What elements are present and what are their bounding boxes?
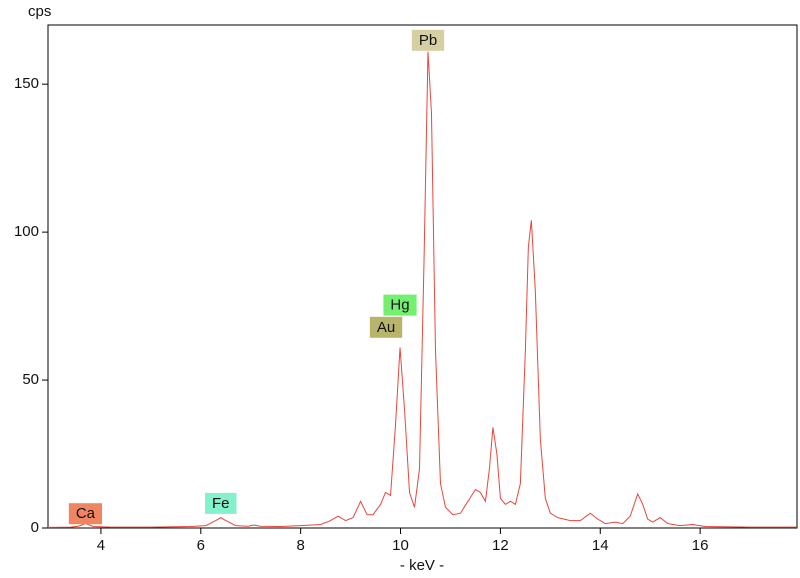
element-label-text: Fe	[212, 495, 230, 512]
x-tick-label: 4	[97, 537, 105, 554]
y-unit-label: cps	[28, 3, 51, 20]
element-label-box	[68, 503, 103, 525]
y-tick-label: 50	[22, 371, 39, 388]
element-label-text: Hg	[390, 297, 409, 314]
y-tick-label: 150	[14, 75, 39, 92]
x-tick-label: 16	[692, 537, 709, 554]
element-label-text: Ca	[76, 505, 96, 522]
x-tick-label: 10	[392, 537, 409, 554]
element-label-box	[411, 29, 445, 51]
element-label: Au	[369, 316, 403, 338]
y-tick-label: 0	[31, 519, 39, 536]
plot-frame	[47, 24, 798, 529]
y-tick-label: 100	[14, 223, 39, 240]
x-tick-label: 6	[197, 537, 205, 554]
x-axis-label: - keV -	[400, 557, 444, 574]
element-label: Hg	[383, 294, 417, 316]
element-label-box	[205, 492, 237, 514]
spectrum-line	[47, 51, 797, 528]
element-label: Pb	[411, 29, 445, 51]
x-tick-label: 8	[296, 537, 304, 554]
x-tick-label: 12	[492, 537, 509, 554]
element-label-text: Au	[377, 319, 395, 336]
element-label-text: Pb	[419, 32, 437, 49]
x-tick-label: 14	[592, 537, 609, 554]
element-label-box	[383, 294, 417, 316]
element-label: Fe	[205, 492, 237, 514]
element-label-box	[369, 316, 403, 338]
element-label: Ca	[68, 503, 103, 525]
